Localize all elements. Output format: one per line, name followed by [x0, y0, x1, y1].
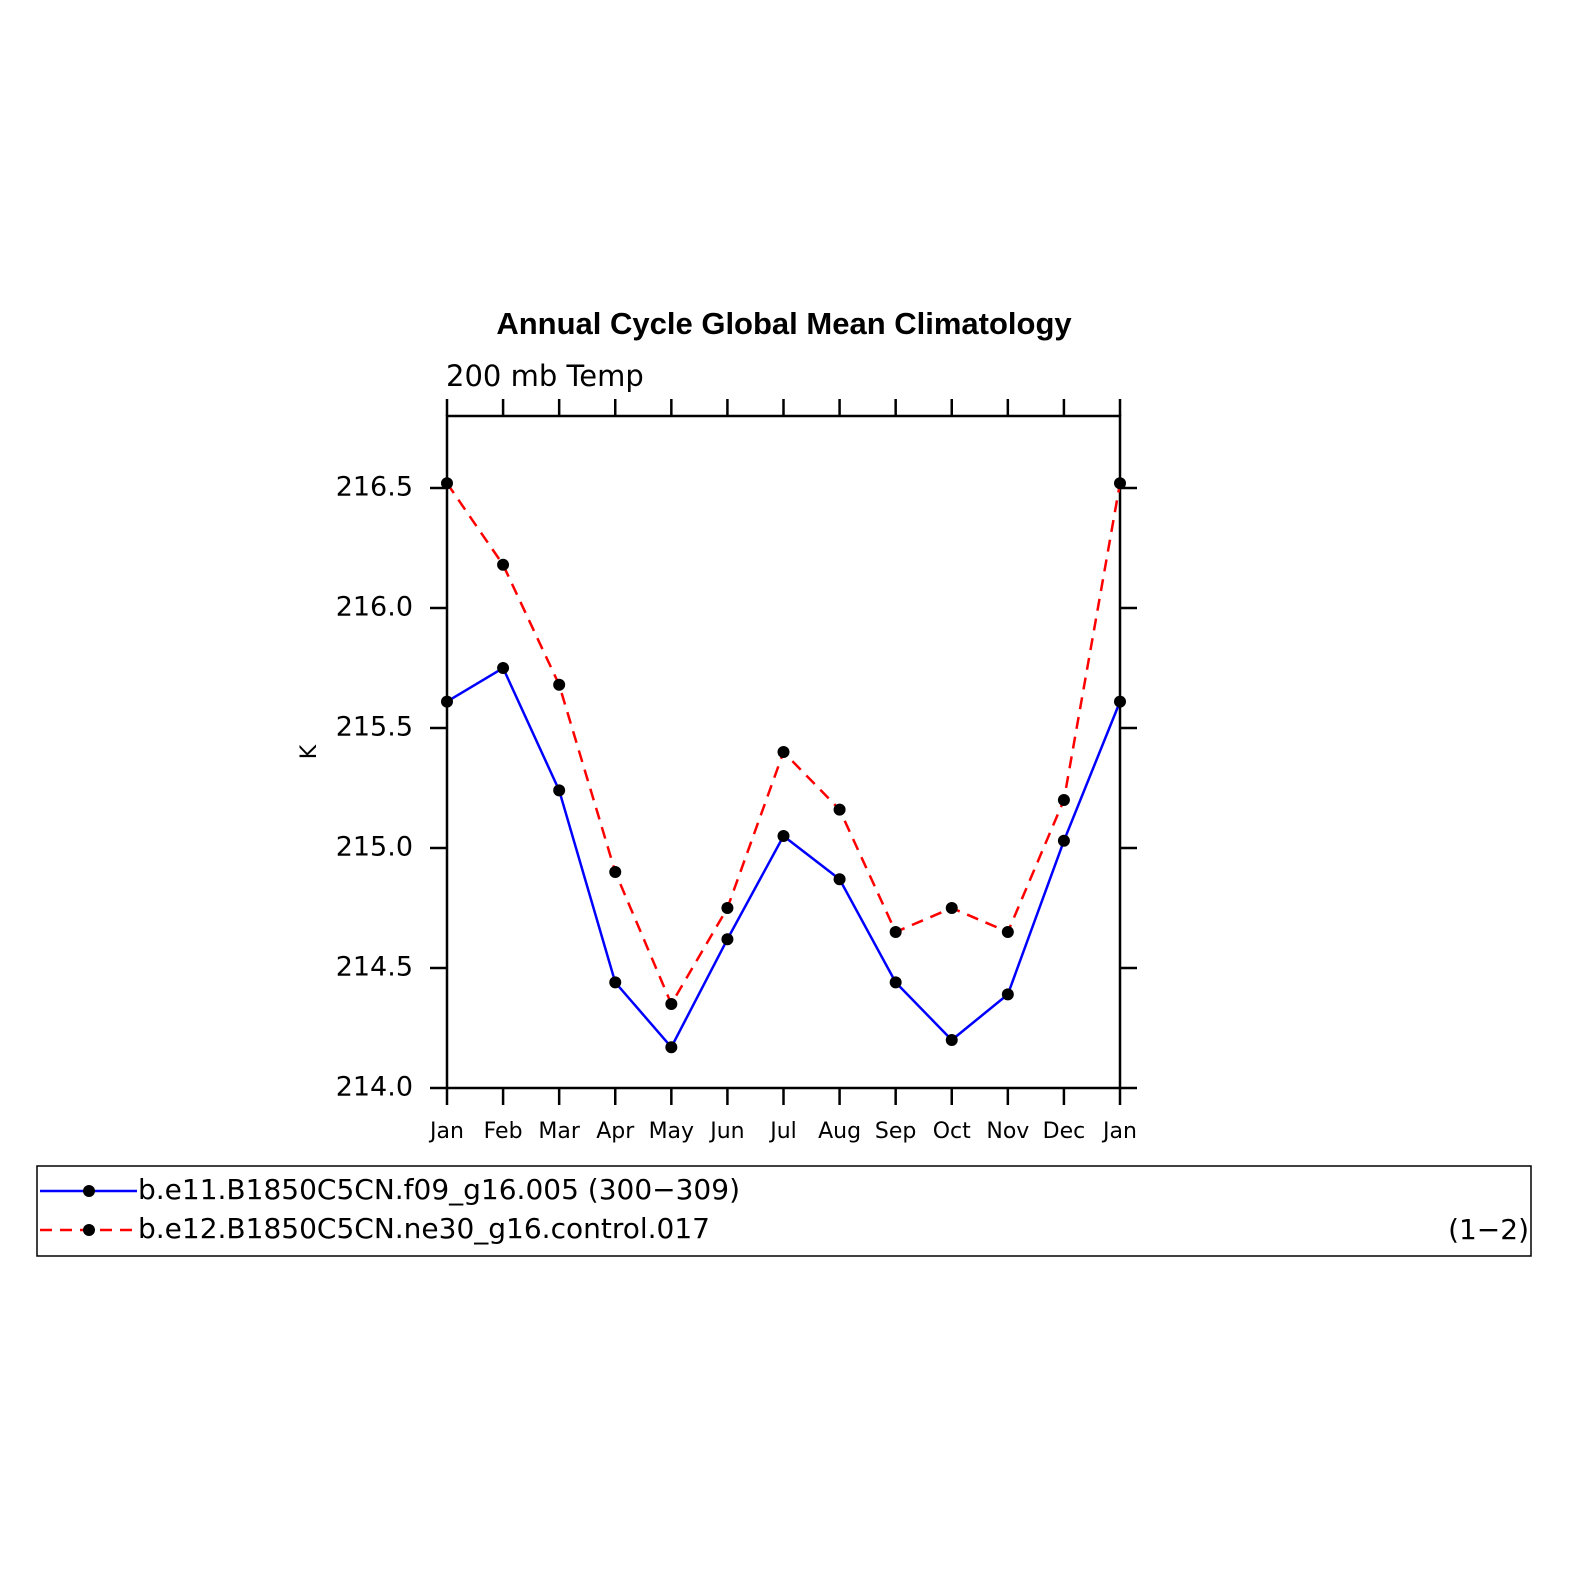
- x-tick-label: Nov: [986, 1119, 1029, 1144]
- x-tick-label: Apr: [596, 1119, 635, 1144]
- legend-label: b.e11.B1850C5CN.f09_g16.005 (300−309): [138, 1173, 740, 1206]
- y-tick-label: 216.0: [336, 592, 413, 623]
- data-point: [889, 976, 902, 989]
- data-point: [945, 902, 958, 914]
- data-point: [497, 662, 510, 674]
- y-tick-label: 214.0: [336, 1072, 413, 1103]
- x-tick-label: Feb: [484, 1119, 523, 1144]
- data-point: [1057, 834, 1070, 847]
- data-point: [497, 558, 510, 571]
- x-tick-label: Jul: [768, 1119, 797, 1144]
- chart-title: Annual Cycle Global Mean Climatology: [496, 306, 1072, 341]
- x-tick-label: Jan: [428, 1119, 464, 1144]
- data-point: [441, 477, 453, 490]
- data-point: [721, 902, 734, 914]
- data-point: [1114, 695, 1126, 708]
- data-point: [777, 830, 790, 842]
- data-point: [1001, 988, 1014, 1001]
- data-point: [553, 678, 566, 691]
- y-axis-label: K: [297, 744, 322, 759]
- data-point: [889, 926, 902, 938]
- legend-marker: [83, 1185, 95, 1197]
- x-tick-label: Jan: [1101, 1119, 1137, 1144]
- legend-marker: [83, 1224, 95, 1236]
- chart-subtitle: 200 mb Temp: [446, 359, 644, 393]
- data-point: [665, 998, 678, 1010]
- data-point: [777, 746, 790, 758]
- x-tick-label: Jun: [708, 1119, 744, 1144]
- legend-box: [36, 1165, 1532, 1257]
- y-tick-label: 214.5: [336, 952, 413, 983]
- data-point: [945, 1034, 958, 1046]
- y-tick-label: 215.5: [336, 712, 413, 743]
- data-point: [609, 866, 622, 878]
- x-tick-label: May: [649, 1119, 694, 1144]
- x-tick-label: Oct: [933, 1119, 971, 1144]
- data-point: [1001, 926, 1014, 938]
- data-point: [1114, 477, 1126, 490]
- data-point: [1057, 794, 1070, 806]
- x-tick-label: Mar: [538, 1119, 580, 1144]
- y-tick-label: 215.0: [336, 832, 413, 863]
- y-tick-label: 216.5: [336, 472, 413, 503]
- data-point: [609, 976, 622, 989]
- x-tick-label: Aug: [818, 1119, 861, 1144]
- x-tick-label: Sep: [875, 1119, 916, 1144]
- data-point: [721, 933, 734, 946]
- x-tick-label: Dec: [1043, 1119, 1086, 1144]
- legend-label: b.e12.B1850C5CN.ne30_g16.control.017: [138, 1212, 710, 1245]
- data-point: [441, 695, 453, 708]
- data-point: [553, 784, 566, 797]
- legend-note: (1−2): [1448, 1213, 1529, 1246]
- data-point: [833, 803, 846, 816]
- data-point: [665, 1041, 678, 1054]
- data-point: [833, 873, 846, 886]
